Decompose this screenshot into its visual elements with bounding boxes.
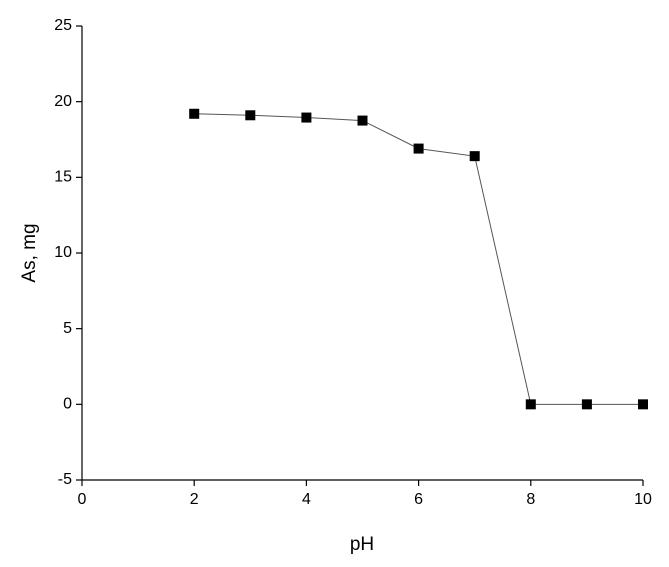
y-tick-label: 25	[54, 17, 72, 34]
point-marker	[469, 151, 480, 162]
series-line	[194, 113, 643, 405]
point-marker	[525, 399, 536, 410]
point-marker	[638, 399, 648, 410]
point-marker	[413, 143, 424, 154]
x-tick-label: 10	[634, 491, 652, 508]
point-marker	[189, 108, 200, 119]
x-tick-label: 2	[190, 491, 199, 508]
y-tick-label: 20	[54, 93, 72, 110]
y-tick-label: 10	[54, 244, 72, 261]
y-tick-label: 15	[54, 169, 72, 186]
point-marker	[357, 115, 368, 126]
x-axis-label: pH	[350, 534, 374, 555]
x-tick-label: 8	[526, 491, 535, 508]
x-tick-label: 0	[78, 491, 87, 508]
y-tick-label: 5	[63, 320, 72, 337]
point-marker	[245, 110, 256, 121]
x-tick-label: 4	[302, 491, 311, 508]
y-tick-label: -5	[58, 471, 72, 488]
y-tick-label: 0	[63, 396, 72, 413]
y-axis-label: As, mg	[19, 223, 40, 282]
point-marker	[301, 112, 312, 123]
x-tick-label: 6	[414, 491, 423, 508]
point-marker	[581, 399, 592, 410]
